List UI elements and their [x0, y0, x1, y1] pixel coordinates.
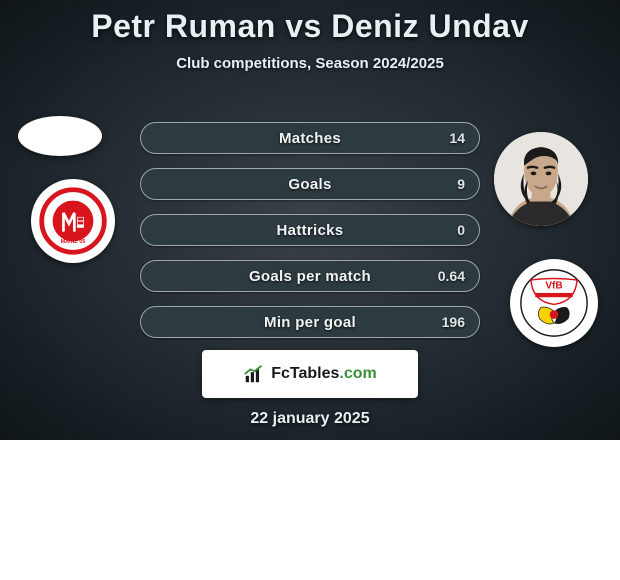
stat-row-hattricks: Hattricks 0	[140, 214, 480, 246]
subtitle: Club competitions, Season 2024/2025	[0, 55, 620, 72]
date-line: 22 january 2025	[0, 410, 620, 428]
stat-right-value: 14	[449, 130, 465, 146]
stat-label: Hattricks	[277, 222, 344, 239]
stat-row-matches: Matches 14	[140, 122, 480, 154]
svg-text:VfB: VfB	[545, 281, 562, 292]
player-left-avatar	[18, 116, 102, 156]
stat-row-goals: Goals 9	[140, 168, 480, 200]
club-left-badge: FSV MAINZ 05	[31, 179, 115, 263]
stat-label: Matches	[279, 130, 341, 147]
comparison-card: Petr Ruman vs Deniz Undav Club competiti…	[0, 0, 620, 440]
mainz-icon: FSV MAINZ 05	[39, 187, 107, 255]
vfb-icon: VfB	[518, 267, 590, 339]
svg-text:MAINZ 05: MAINZ 05	[61, 239, 86, 245]
bar-chart-icon	[243, 363, 265, 385]
brand-suffix: .com	[339, 365, 376, 382]
brand-text: FcTables.com	[271, 365, 377, 383]
svg-text:FSV: FSV	[67, 200, 80, 207]
brand-name: FcTables	[271, 365, 339, 382]
club-right-badge: VfB	[510, 259, 598, 347]
stat-row-goals-per-match: Goals per match 0.64	[140, 260, 480, 292]
stat-right-value: 0	[457, 222, 465, 238]
player-silhouette-icon	[494, 132, 588, 226]
player-right-avatar	[494, 132, 588, 226]
stats-list: Matches 14 Goals 9 Hattricks 0 Goals per…	[140, 122, 480, 352]
stat-right-value: 9	[457, 176, 465, 192]
stat-right-value: 0.64	[438, 268, 465, 284]
page-title: Petr Ruman vs Deniz Undav	[0, 0, 620, 45]
stat-row-min-per-goal: Min per goal 196	[140, 306, 480, 338]
stat-label: Goals per match	[249, 268, 371, 285]
stat-label: Min per goal	[264, 314, 356, 331]
brand-plate: FcTables.com	[202, 350, 418, 398]
stat-label: Goals	[288, 176, 331, 193]
stat-right-value: 196	[442, 314, 465, 330]
